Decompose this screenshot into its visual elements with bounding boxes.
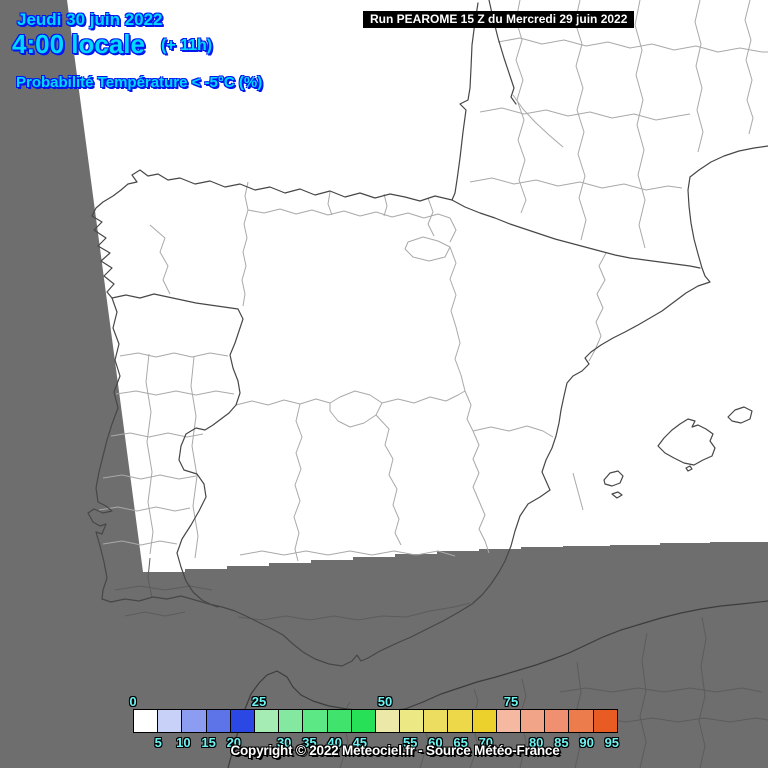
model-domain-area xyxy=(67,0,768,572)
legend-swatch xyxy=(326,709,352,733)
legend-label: 70 xyxy=(478,735,494,750)
legend-swatch xyxy=(520,709,546,733)
legend-swatch xyxy=(447,709,473,733)
admin-borders-inside xyxy=(98,0,768,562)
legend-swatch xyxy=(495,709,521,733)
parameter-title: Probabilité Température < -5°C (%) xyxy=(16,74,263,91)
legend-label: 50 xyxy=(377,694,393,709)
legend-swatches xyxy=(133,709,637,733)
legend-label: 5 xyxy=(154,735,162,750)
legend-label: 0 xyxy=(129,694,137,709)
legend-label: 90 xyxy=(579,735,594,750)
legend-label: 80 xyxy=(528,735,544,750)
legend-label: 55 xyxy=(402,735,418,750)
legend-label: 85 xyxy=(554,735,569,750)
legend-swatch xyxy=(399,709,425,733)
legend-swatch xyxy=(592,709,618,733)
africa-coastline xyxy=(227,600,768,768)
legend-swatch xyxy=(157,709,183,733)
legend-label: 20 xyxy=(226,735,242,750)
legend-swatch xyxy=(350,709,376,733)
legend-label: 30 xyxy=(276,735,292,750)
legend-swatch xyxy=(181,709,207,733)
coastlines xyxy=(87,0,768,667)
legend-label: 65 xyxy=(453,735,468,750)
legend-label: 60 xyxy=(428,735,443,750)
legend-swatch xyxy=(471,709,497,733)
legend-swatch xyxy=(253,709,280,733)
forecast-time: 4:00 locale xyxy=(12,29,145,59)
forecast-date: Jeudi 30 juin 2022 xyxy=(17,10,163,29)
legend-swatch xyxy=(423,709,449,733)
legend-swatch xyxy=(374,709,401,733)
legend-label: 10 xyxy=(176,735,191,750)
legend-label: 45 xyxy=(352,735,368,750)
legend-swatch xyxy=(568,709,594,733)
model-run-banner: Run PEAROME 15 Z du Mercredi 29 juin 202… xyxy=(363,11,635,28)
legend-label: 95 xyxy=(604,735,620,750)
legend-swatch xyxy=(229,709,255,733)
legend-label: 40 xyxy=(327,735,342,750)
legend-label: 25 xyxy=(251,694,267,709)
forecast-hour-offset: (+ 11h) xyxy=(161,37,213,54)
legend-swatch xyxy=(302,709,328,733)
legend-swatch xyxy=(544,709,570,733)
legend-label: 35 xyxy=(302,735,317,750)
legend-label: 75 xyxy=(503,694,519,709)
legend-label: 15 xyxy=(201,735,216,750)
legend-swatch xyxy=(205,709,231,733)
color-scale-legend: 0 25 50 75 5 10 15 20 30 35 40 45 55 60 65 70 80 85 90 95 xyxy=(129,694,643,756)
legend-swatch xyxy=(278,709,304,733)
copyright-text: Copyright © 2022 Meteociel.fr - Source M… xyxy=(230,743,560,758)
legend-swatch xyxy=(133,709,159,733)
